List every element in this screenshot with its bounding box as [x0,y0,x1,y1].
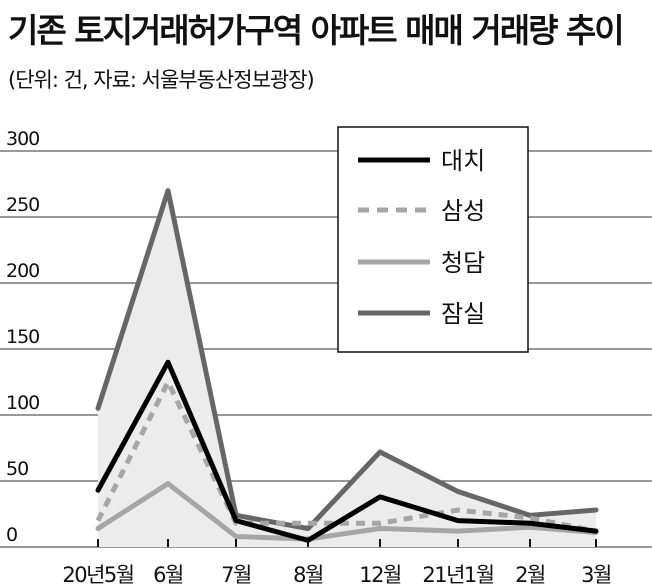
x-tick-label: 12월 [359,563,401,587]
x-tick-label: 20년5월 [62,563,133,587]
y-tick-label: 200 [6,260,39,282]
y-tick-label: 50 [6,458,28,480]
x-tick-label: 21년1월 [422,563,493,587]
y-tick-label: 250 [6,194,39,216]
chart-subtitle: (단위: 건, 자료: 서울부동산정보광장) [8,68,315,92]
x-tick-label: 6월 [153,563,183,587]
series-line-1 [95,359,599,543]
series-line-2 [95,379,597,534]
x-tick-label: 2월 [515,563,545,587]
legend-label: 청담 [441,249,485,277]
y-tick-label: 0 [6,524,17,546]
series-line-3 [95,481,599,542]
legend-label: 삼성 [441,197,485,225]
x-tick-label: 7월 [221,563,251,587]
series-line-4 [95,188,599,532]
chart-title: 기존 토지거래허가구역 아파트 매매 거래량 추이 [8,11,625,50]
y-tick-label: 100 [6,392,39,414]
legend-label: 대치 [441,147,485,175]
x-tick-label: 3월 [581,563,611,587]
series-lines [95,188,599,543]
x-tick-label: 8월 [293,563,323,587]
y-tick-label: 150 [6,326,39,348]
y-tick-label: 300 [6,128,39,150]
y-axis-ticks: 0 50 100 150 200 250 300 [6,128,40,546]
legend-label: 잠실 [441,300,485,328]
x-axis-ticks: 20년5월 6월 7월 8월 12월 21년1월 2월 3월 [62,539,613,587]
